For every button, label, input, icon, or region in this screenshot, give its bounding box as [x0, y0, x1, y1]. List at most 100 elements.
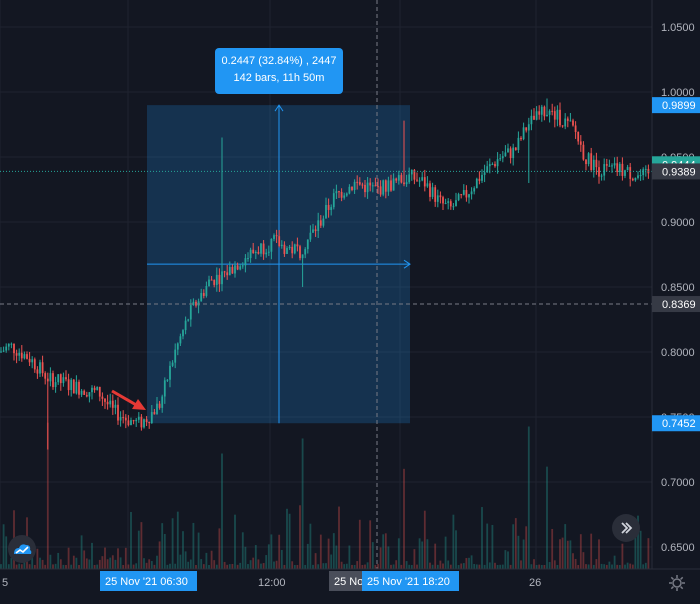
candle [590, 147, 593, 173]
candle-body [449, 201, 452, 207]
measure-arrow-up [274, 104, 284, 112]
candle [158, 400, 161, 410]
volume-bar [338, 506, 340, 569]
price-label-bg [652, 296, 700, 313]
candle [293, 243, 296, 255]
candle-body [496, 159, 499, 167]
candle-body [44, 373, 47, 379]
candle-body [20, 352, 23, 359]
double-chevron-right-icon[interactable] [612, 514, 640, 542]
measure-line-1: 0.2447 (32.84%) , 2447 [221, 55, 337, 67]
candle-body [145, 419, 148, 423]
volume-bar [556, 564, 559, 569]
candle [582, 141, 585, 161]
volume-bar [117, 548, 119, 569]
candle [345, 192, 348, 197]
candle-body [644, 168, 647, 170]
volume-bar [574, 558, 577, 569]
volume-bar [522, 539, 525, 569]
volume-bar [525, 526, 528, 569]
candle [93, 385, 96, 393]
volume-bar [379, 547, 382, 569]
candle [314, 225, 317, 237]
volume-bar [109, 557, 112, 569]
candle-body [291, 246, 294, 254]
candle-body [566, 118, 569, 121]
volume-bar [163, 533, 166, 569]
price-tick-label: 0.9000 [661, 217, 695, 229]
candle [101, 392, 104, 406]
volume-bar [540, 564, 543, 569]
candle-body [26, 354, 28, 359]
candle-body [418, 180, 421, 182]
candle [215, 267, 218, 292]
candle-body [608, 165, 611, 167]
price-tick-label: 0.6500 [661, 542, 695, 554]
candle [577, 131, 580, 145]
candle-body [98, 386, 101, 397]
volume-bar [72, 555, 75, 569]
candle [421, 171, 424, 182]
candle [208, 275, 210, 287]
cloud-logo-glyph [14, 544, 32, 554]
candle-body [335, 191, 338, 194]
volume-bar [644, 562, 647, 569]
measure-arrow-right [403, 259, 411, 269]
candle [585, 159, 587, 171]
cloud-logo-icon[interactable] [8, 535, 36, 563]
candle-body [561, 125, 564, 127]
volume-bar [80, 535, 83, 569]
candle [330, 204, 333, 216]
candle-body [111, 400, 114, 408]
volume-bar [182, 531, 184, 569]
candle [33, 357, 36, 373]
volume-bar [57, 552, 60, 569]
candle [213, 279, 216, 288]
volume-bar [351, 564, 353, 569]
candle-body [512, 147, 515, 159]
candle-body [429, 183, 431, 197]
volume-bar [403, 468, 405, 569]
volume-bar [249, 560, 252, 569]
candle-body [473, 188, 476, 192]
candle [223, 270, 226, 278]
candle [117, 397, 119, 425]
gear-icon[interactable] [666, 572, 688, 594]
candle [241, 262, 244, 269]
candle [587, 152, 590, 167]
candle-body [304, 249, 307, 255]
candle-body [343, 195, 346, 198]
candle-body [7, 343, 10, 347]
volume-bar [262, 563, 265, 569]
candle [444, 198, 447, 205]
volume-bar [322, 563, 325, 569]
candle-body [423, 177, 426, 187]
candle [603, 158, 606, 181]
volume-bar [416, 564, 418, 569]
candle-body [293, 244, 296, 254]
volume-bar [382, 534, 385, 569]
volume-bar [111, 555, 114, 569]
volume-bar [5, 536, 8, 569]
volume-bar [104, 547, 106, 569]
candle [442, 195, 444, 210]
candle-body [369, 182, 372, 186]
candle [148, 421, 151, 429]
candle-body [83, 390, 86, 395]
volume-bar [169, 563, 171, 569]
volume-bar [296, 565, 299, 569]
candle [416, 172, 418, 182]
candle [150, 405, 153, 424]
measure-tool [147, 104, 411, 424]
volume-bar [634, 527, 637, 569]
candle [132, 419, 135, 425]
candle [434, 184, 437, 207]
volume-bar [291, 561, 294, 569]
volume-bar [616, 564, 619, 569]
volume-bar [364, 564, 366, 569]
volume-bar [171, 518, 174, 569]
volume-bar [460, 563, 463, 569]
candle-body [491, 164, 494, 166]
